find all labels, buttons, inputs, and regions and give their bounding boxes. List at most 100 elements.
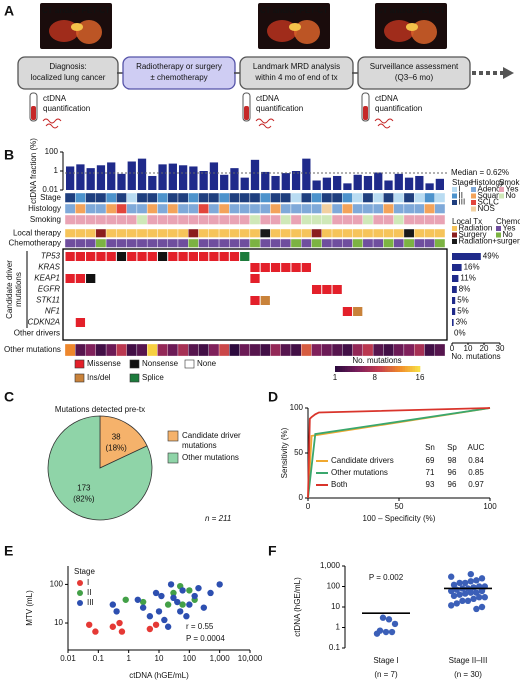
other-mutation-cell xyxy=(434,343,446,357)
gene-label: STK11 xyxy=(36,296,60,305)
track-cell xyxy=(167,214,179,225)
y-tick-label: 1 xyxy=(336,623,341,632)
track-cell xyxy=(167,192,179,203)
bar xyxy=(199,171,208,190)
track-cell xyxy=(301,238,312,248)
point xyxy=(470,595,477,603)
group-size: (n = 7) xyxy=(374,670,398,679)
y-tick-label: 10 xyxy=(54,618,63,627)
legend-label: None xyxy=(197,359,217,368)
track-cell xyxy=(116,203,127,214)
other-mutation-cell xyxy=(177,343,189,357)
gene-label: NF1 xyxy=(45,307,60,316)
other-mutation-cell xyxy=(105,343,117,357)
other-mutation-cell xyxy=(280,343,292,357)
track-cell xyxy=(290,214,302,225)
track-cell xyxy=(85,214,97,225)
median-label: Median = 0.62% xyxy=(451,168,509,177)
point xyxy=(167,581,175,588)
point xyxy=(379,614,387,621)
track-cell xyxy=(239,238,251,248)
mutation-cell xyxy=(240,252,250,261)
track-cell xyxy=(146,228,158,238)
annotation: r = 0.55 xyxy=(186,622,214,631)
blood-sample xyxy=(244,106,249,120)
track-cell xyxy=(280,228,292,238)
track-cell xyxy=(218,203,230,214)
colorbar-step xyxy=(370,366,373,372)
other-mutation-cell xyxy=(239,343,251,357)
step-text: within 4 mo of end of tx xyxy=(254,73,337,82)
track-cell xyxy=(249,228,261,238)
y-axis-label: MTV (mL) xyxy=(25,590,34,626)
other-mutation-cell xyxy=(259,343,271,357)
legend-swatch xyxy=(452,239,457,244)
blood-sample xyxy=(363,106,368,120)
legend-swatch xyxy=(471,206,476,212)
track-cell xyxy=(403,228,415,238)
mutation-cell xyxy=(65,274,75,283)
table-cell: 69 xyxy=(426,456,435,465)
track-cell xyxy=(352,192,364,203)
colorbar-tick-label: 16 xyxy=(416,373,425,382)
colorbar-step xyxy=(350,366,353,372)
other-mutation-cell xyxy=(75,343,86,357)
legend-label: Other mutations xyxy=(331,468,388,477)
bar xyxy=(363,175,373,190)
sample-text: quantification xyxy=(375,104,422,113)
y-tick-label: 0 xyxy=(299,493,304,502)
colorbar-step xyxy=(337,366,341,372)
track-cell xyxy=(424,203,435,214)
step-text: localized lung cancer xyxy=(31,73,106,82)
track-cell xyxy=(331,192,343,203)
point xyxy=(462,590,469,597)
colorbar-step xyxy=(387,366,391,372)
count-bar xyxy=(452,286,457,293)
track-cell xyxy=(188,228,199,238)
point xyxy=(109,601,117,608)
track-cell xyxy=(95,203,107,214)
point xyxy=(476,594,483,601)
legend-swatch xyxy=(184,359,195,369)
group-size: (n = 30) xyxy=(454,670,482,679)
track-cell xyxy=(321,192,333,203)
mutation-cell xyxy=(116,252,127,261)
point xyxy=(146,613,154,620)
track-cell xyxy=(403,238,415,248)
point xyxy=(113,608,120,615)
legend-label: Yes xyxy=(503,224,516,233)
track-cell xyxy=(116,228,127,238)
point xyxy=(186,587,193,594)
point xyxy=(152,621,160,628)
track-cell xyxy=(301,214,312,225)
track-cell xyxy=(383,192,394,203)
other-mutation-cell xyxy=(116,343,127,357)
legend-title: Histology xyxy=(471,178,504,187)
roc-curve xyxy=(307,407,491,499)
bar xyxy=(96,165,106,190)
text-line: mutations xyxy=(182,441,217,450)
track-cell xyxy=(383,203,394,214)
track-cell xyxy=(362,203,374,214)
track-cell xyxy=(311,238,322,248)
track-cell xyxy=(146,238,158,248)
legend-label: Ins/del xyxy=(87,373,111,382)
point xyxy=(448,602,455,609)
point xyxy=(448,573,455,580)
track-cell xyxy=(393,192,405,203)
slice-value: 38 xyxy=(112,433,121,442)
point xyxy=(450,592,458,600)
scan-uptake xyxy=(406,23,418,31)
point xyxy=(158,592,165,600)
dna-fragment xyxy=(258,123,272,129)
track-cell xyxy=(352,238,364,248)
count-bar xyxy=(452,297,456,304)
point xyxy=(186,601,193,608)
step-text: Diagnosis: xyxy=(49,62,86,71)
track-cell xyxy=(157,192,168,203)
other-mutation-cell xyxy=(311,343,322,357)
scan-uptake xyxy=(71,23,83,31)
track-cell xyxy=(259,238,271,248)
track-cell xyxy=(383,214,394,225)
track-cell xyxy=(342,203,353,214)
